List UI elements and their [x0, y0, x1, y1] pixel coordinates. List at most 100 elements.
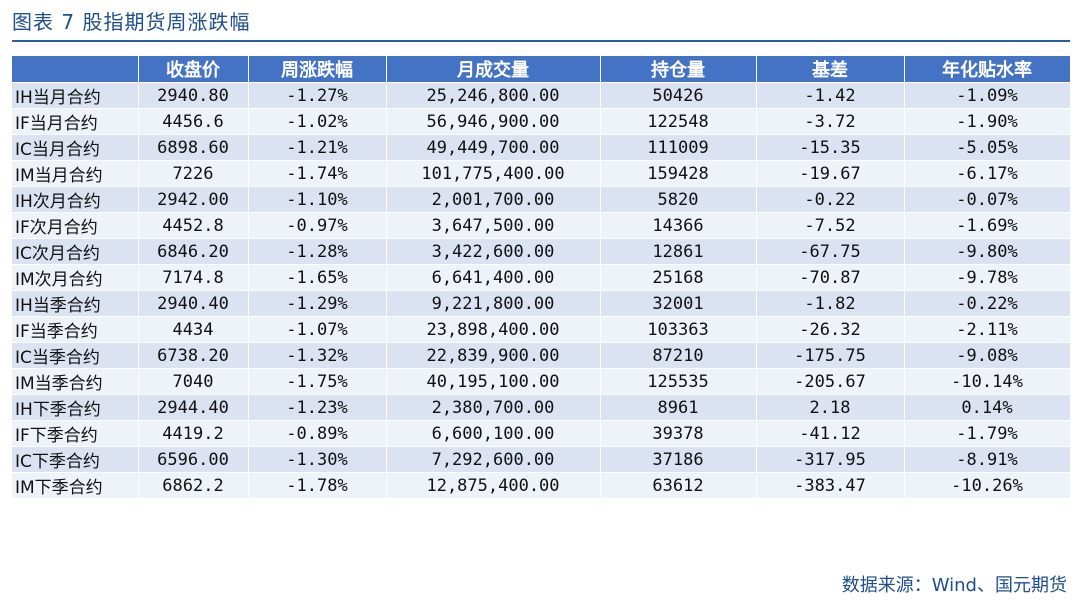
cell-close-price: 4419.2: [138, 420, 249, 447]
cell-annualized-discount: -1.69%: [904, 212, 1071, 239]
cell-basis: -317.95: [756, 446, 905, 473]
cell-weekly-change: -1.07%: [248, 316, 387, 343]
cell-weekly-change: -0.97%: [248, 212, 387, 239]
cell-contract-name: IF下季合约: [12, 420, 139, 447]
table-row: IM次月合约 7174.8 -1.65% 6,641,400.00 25168 -70.8…: [12, 264, 1071, 291]
table-row: IC当月合约 6898.60 -1.21% 49,449,700.00 111009 -1…: [12, 134, 1071, 161]
cell-monthly-volume: 9,221,800.00: [386, 290, 601, 317]
table-row: IF下季合约 4419.2 -0.89% 6,600,100.00 39378 -41.1…: [12, 420, 1071, 447]
table-row: IH下季合约 2944.40 -1.23% 2,380,700.00 8961 2.18 0…: [12, 394, 1071, 421]
table-row: IM当月合约 7226 -1.74% 101,775,400.00 159428 -19.…: [12, 160, 1071, 187]
header-monthly-volume: 月成交量: [386, 56, 601, 83]
cell-close-price: 7040: [138, 368, 249, 395]
cell-weekly-change: -1.27%: [248, 82, 387, 109]
cell-open-interest: 122548: [600, 108, 757, 135]
cell-open-interest: 159428: [600, 160, 757, 187]
cell-contract-name: IM次月合约: [12, 264, 139, 291]
cell-open-interest: 8961: [600, 394, 757, 421]
cell-weekly-change: -1.23%: [248, 394, 387, 421]
cell-contract-name: IH当季合约: [12, 290, 139, 317]
cell-monthly-volume: 25,246,800.00: [386, 82, 601, 109]
futures-table: 收盘价 周涨跌幅 月成交量 持仓量 基差 年化贴水率 IH当月合约 2940.80…: [12, 56, 1071, 499]
table-row: IC当季合约 6738.20 -1.32% 22,839,900.00 87210 -17…: [12, 342, 1071, 369]
cell-close-price: 4452.8: [138, 212, 249, 239]
cell-contract-name: IH次月合约: [12, 186, 139, 213]
cell-contract-name: IM下季合约: [12, 472, 139, 499]
cell-basis: -67.75: [756, 238, 905, 265]
cell-annualized-discount: -1.09%: [904, 82, 1071, 109]
header-open-interest: 持仓量: [600, 56, 757, 83]
cell-close-price: 7226: [138, 160, 249, 187]
figure-title: 图表 7 股指期货周涨跌幅: [12, 10, 251, 34]
cell-basis: -205.67: [756, 368, 905, 395]
cell-close-price: 6898.60: [138, 134, 249, 161]
cell-basis: -7.52: [756, 212, 905, 239]
cell-annualized-discount: -5.05%: [904, 134, 1071, 161]
header-close-price: 收盘价: [138, 56, 249, 83]
cell-annualized-discount: -9.08%: [904, 342, 1071, 369]
cell-basis: -0.22: [756, 186, 905, 213]
header-contract: [12, 56, 139, 83]
cell-contract-name: IC当季合约: [12, 342, 139, 369]
source-note: 数据来源：Wind、国元期货: [841, 575, 1067, 596]
table-row: IF当季合约 4434 -1.07% 23,898,400.00 103363 -26.3…: [12, 316, 1071, 343]
cell-monthly-volume: 2,001,700.00: [386, 186, 601, 213]
cell-monthly-volume: 40,195,100.00: [386, 368, 601, 395]
cell-basis: -1.82: [756, 290, 905, 317]
cell-monthly-volume: 22,839,900.00: [386, 342, 601, 369]
cell-weekly-change: -1.75%: [248, 368, 387, 395]
cell-monthly-volume: 6,641,400.00: [386, 264, 601, 291]
title-divider: [12, 40, 1070, 42]
table-row: IC下季合约 6596.00 -1.30% 7,292,600.00 37186 -317…: [12, 446, 1071, 473]
cell-open-interest: 37186: [600, 446, 757, 473]
cell-open-interest: 14366: [600, 212, 757, 239]
cell-close-price: 2944.40: [138, 394, 249, 421]
cell-weekly-change: -1.30%: [248, 446, 387, 473]
cell-basis: -383.47: [756, 472, 905, 499]
cell-contract-name: IF当月合约: [12, 108, 139, 135]
table-row: IH当月合约 2940.80 -1.27% 25,246,800.00 50426 -1.…: [12, 82, 1071, 109]
cell-annualized-discount: -1.79%: [904, 420, 1071, 447]
cell-weekly-change: -1.74%: [248, 160, 387, 187]
cell-annualized-discount: -9.78%: [904, 264, 1071, 291]
table-row: IM当季合约 7040 -1.75% 40,195,100.00 125535 -205.…: [12, 368, 1071, 395]
cell-close-price: 6862.2: [138, 472, 249, 499]
cell-close-price: 6846.20: [138, 238, 249, 265]
cell-open-interest: 25168: [600, 264, 757, 291]
cell-weekly-change: -1.21%: [248, 134, 387, 161]
cell-weekly-change: -1.10%: [248, 186, 387, 213]
cell-annualized-discount: 0.14%: [904, 394, 1071, 421]
cell-monthly-volume: 56,946,900.00: [386, 108, 601, 135]
cell-contract-name: IF次月合约: [12, 212, 139, 239]
cell-basis: -3.72: [756, 108, 905, 135]
cell-monthly-volume: 3,647,500.00: [386, 212, 601, 239]
cell-open-interest: 125535: [600, 368, 757, 395]
cell-contract-name: IF当季合约: [12, 316, 139, 343]
cell-open-interest: 50426: [600, 82, 757, 109]
cell-monthly-volume: 23,898,400.00: [386, 316, 601, 343]
cell-annualized-discount: -2.11%: [904, 316, 1071, 343]
cell-monthly-volume: 2,380,700.00: [386, 394, 601, 421]
header-basis: 基差: [756, 56, 905, 83]
cell-weekly-change: -1.02%: [248, 108, 387, 135]
cell-open-interest: 5820: [600, 186, 757, 213]
table-header: 收盘价 周涨跌幅 月成交量 持仓量 基差 年化贴水率: [12, 56, 1071, 83]
table-row: IF次月合约 4452.8 -0.97% 3,647,500.00 14366 -7.52…: [12, 212, 1071, 239]
cell-contract-name: IC下季合约: [12, 446, 139, 473]
cell-open-interest: 12861: [600, 238, 757, 265]
cell-close-price: 7174.8: [138, 264, 249, 291]
cell-weekly-change: -1.28%: [248, 238, 387, 265]
cell-annualized-discount: -0.07%: [904, 186, 1071, 213]
cell-close-price: 2942.00: [138, 186, 249, 213]
cell-annualized-discount: -1.90%: [904, 108, 1071, 135]
cell-monthly-volume: 3,422,600.00: [386, 238, 601, 265]
cell-open-interest: 32001: [600, 290, 757, 317]
cell-open-interest: 87210: [600, 342, 757, 369]
cell-annualized-discount: -10.14%: [904, 368, 1071, 395]
header-row: 收盘价 周涨跌幅 月成交量 持仓量 基差 年化贴水率: [12, 56, 1071, 83]
cell-monthly-volume: 6,600,100.00: [386, 420, 601, 447]
cell-monthly-volume: 49,449,700.00: [386, 134, 601, 161]
cell-contract-name: IH下季合约: [12, 394, 139, 421]
cell-open-interest: 103363: [600, 316, 757, 343]
cell-monthly-volume: 101,775,400.00: [386, 160, 601, 187]
